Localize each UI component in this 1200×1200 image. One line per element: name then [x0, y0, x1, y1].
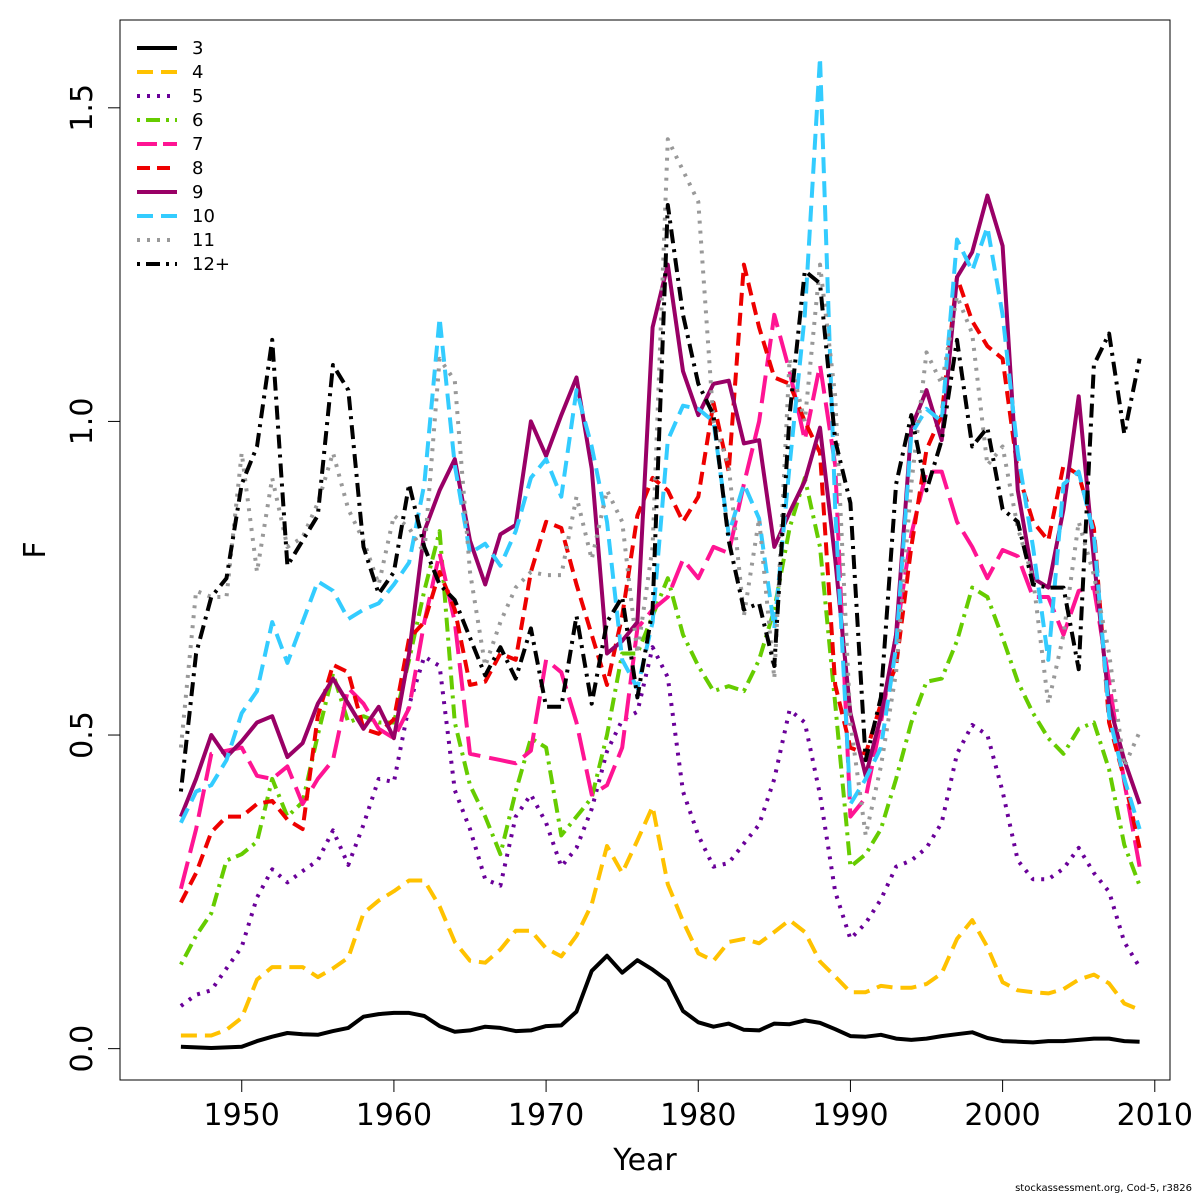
series-line-9 [179, 193, 1142, 818]
series-line-5 [179, 645, 1142, 1008]
x-tick-label: 1960 [356, 1098, 432, 1133]
legend-label: 7 [192, 134, 203, 155]
series-line-11 [178, 137, 1142, 838]
y-tick-label: 1.5 [65, 84, 100, 132]
legend: 3 4 5 6 7 8 9 10 11 12+ [137, 38, 230, 275]
y-tick-label: 0.5 [65, 711, 100, 759]
x-tick-label: 1950 [204, 1098, 280, 1133]
y-tick-label: 1.0 [65, 398, 100, 446]
series-line-10 [179, 55, 1142, 830]
y-axis-label: F [18, 541, 53, 558]
series-line-6 [179, 475, 1142, 966]
x-axis-label: Year [612, 1143, 677, 1178]
x-tick-label: 1970 [508, 1098, 584, 1133]
legend-label: 11 [192, 230, 215, 251]
x-axis: 1950 1960 1970 1980 1990 2000 2010 [204, 1079, 1193, 1133]
legend-label: 6 [192, 110, 203, 131]
footer-credit: stockassessment.org, Cod-5, r3826 [1015, 1183, 1192, 1194]
plot-frame [119, 19, 1171, 1081]
x-tick-label: 1990 [812, 1098, 888, 1133]
y-tick-label: 0.0 [65, 1025, 100, 1073]
series-line-4 [180, 804, 1141, 1038]
series-line-8 [179, 262, 1142, 904]
legend-label: 10 [192, 206, 215, 227]
legend-label: 5 [192, 86, 203, 107]
legend-label: 4 [192, 62, 203, 83]
series-line-12plus [178, 203, 1142, 792]
legend-label: 12+ [192, 254, 230, 275]
x-tick-label: 2010 [1117, 1098, 1193, 1133]
legend-label: 3 [192, 38, 203, 59]
plot-lines [178, 55, 1142, 1050]
y-axis: 0.0 0.5 1.0 1.5 [65, 84, 121, 1073]
series-line-3 [180, 953, 1140, 1050]
legend-label: 8 [192, 158, 203, 179]
x-tick-label: 2000 [964, 1098, 1040, 1133]
series-line-7 [178, 312, 1142, 890]
x-tick-label: 1980 [660, 1098, 736, 1133]
legend-label: 9 [192, 182, 203, 203]
